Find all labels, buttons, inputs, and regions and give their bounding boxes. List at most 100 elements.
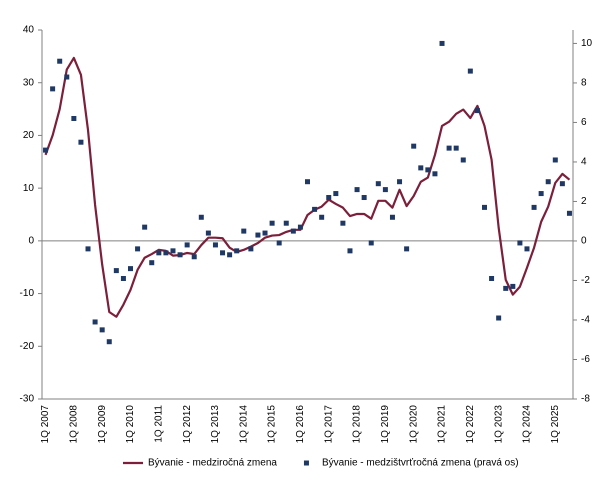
scatter-point	[78, 139, 84, 145]
scatter-point	[510, 283, 516, 289]
scatter-point	[71, 115, 77, 121]
scatter-point	[354, 187, 360, 193]
scatter-point	[432, 171, 438, 177]
scatter-point	[92, 319, 98, 325]
legend-label: Bývanie - medzištvrťročná zmena (pravá o…	[322, 458, 519, 469]
scatter-point	[368, 240, 374, 246]
scatter-point	[142, 224, 148, 230]
scatter-point	[128, 266, 133, 272]
x-tick-label: 1Q 2015	[267, 405, 278, 444]
x-tick-label: 1Q 2016	[295, 405, 306, 444]
scatter-point	[425, 167, 431, 173]
y-tick-label: 30	[23, 77, 35, 88]
scatter-point	[552, 157, 558, 163]
y2-tick-label: 2	[581, 196, 587, 207]
scatter-point	[418, 165, 424, 171]
scatter-point	[319, 214, 325, 220]
y-tick-label: -10	[20, 288, 35, 299]
x-tick-label: 1Q 2018	[352, 405, 363, 444]
scatter-point	[375, 181, 381, 187]
scatter-point	[361, 195, 367, 201]
scatter-point	[198, 214, 204, 220]
scatter-point	[106, 339, 112, 345]
scatter-point	[241, 228, 247, 234]
scatter-point	[559, 181, 565, 187]
y2-tick-label: 10	[581, 38, 593, 49]
y-tick-label: -30	[20, 394, 35, 405]
scatter-point	[255, 232, 261, 238]
scatter-point	[340, 220, 346, 226]
scatter-point	[269, 220, 275, 226]
scatter-point	[538, 191, 544, 197]
scatter-point	[290, 228, 296, 234]
scatter-point	[474, 108, 480, 114]
scatter-point	[113, 268, 119, 274]
scatter-point	[205, 230, 211, 236]
scatter-point	[297, 224, 303, 230]
scatter-point	[305, 179, 310, 185]
scatter-point	[496, 315, 502, 321]
scatter-point	[517, 240, 523, 246]
x-tick-label: 1Q 2023	[493, 405, 504, 444]
scatter-point	[120, 276, 126, 282]
scatter-point	[220, 250, 226, 256]
legend-label: Bývanie - medziročná zmena	[148, 458, 277, 469]
y-tick-label: 10	[23, 183, 35, 194]
x-tick-label: 1Q 2019	[380, 405, 391, 444]
scatter-point	[503, 285, 509, 291]
scatter-point	[57, 58, 63, 64]
scatter-point	[212, 242, 218, 248]
y2-tick-label: -8	[581, 394, 590, 405]
scatter-point	[64, 74, 70, 80]
scatter-point	[382, 187, 388, 193]
x-tick-label: 1Q 2013	[210, 405, 221, 444]
scatter-point	[312, 206, 318, 212]
x-tick-label: 1Q 2014	[238, 405, 249, 444]
scatter-point	[489, 276, 495, 282]
x-tick-label: 1Q 2021	[437, 405, 448, 444]
scatter-point	[191, 254, 197, 260]
scatter-point	[439, 40, 445, 46]
scatter-point	[170, 248, 176, 254]
x-tick-label: 1Q 2010	[125, 405, 136, 444]
y2-tick-label: 6	[581, 117, 587, 128]
y2-tick-label: -2	[581, 275, 590, 286]
scatter-point	[524, 246, 530, 252]
x-tick-label: 1Q 2017	[323, 405, 334, 444]
scatter-point	[149, 260, 155, 266]
x-tick-label: 1Q 2025	[550, 405, 561, 444]
scatter-point	[262, 230, 268, 236]
x-tick-label: 1Q 2011	[153, 405, 164, 443]
y2-tick-label: -4	[581, 315, 590, 326]
line-series	[44, 56, 571, 318]
scatter-point	[227, 252, 233, 258]
scatter-point	[135, 246, 141, 252]
scatter-point	[184, 242, 190, 248]
scatter-point	[531, 204, 537, 210]
scatter-point	[163, 250, 169, 256]
scatter-point	[389, 214, 395, 220]
scatter-point	[460, 157, 466, 163]
scatter-point	[333, 191, 339, 197]
x-tick-label: 1Q 2022	[465, 405, 476, 444]
scatter-point	[276, 240, 282, 246]
scatter-point	[566, 210, 572, 216]
scatter-point	[453, 145, 459, 151]
x-tick-label: 1Q 2012	[182, 405, 193, 444]
y-tick-label: 40	[23, 25, 35, 36]
scatter-point	[482, 204, 487, 210]
y-tick-label: 20	[23, 130, 35, 141]
scatter-point	[248, 246, 254, 252]
scatter-point	[347, 248, 353, 254]
scatter-point	[234, 248, 240, 254]
scatter-point	[177, 252, 183, 258]
scatter-point	[446, 145, 452, 151]
x-tick-label: 1Q 2008	[69, 405, 80, 444]
y2-tick-label: 4	[581, 157, 587, 168]
scatter-point	[326, 195, 332, 201]
scatter-point	[411, 143, 417, 149]
scatter-point	[50, 86, 56, 92]
scatter-point	[545, 179, 551, 185]
